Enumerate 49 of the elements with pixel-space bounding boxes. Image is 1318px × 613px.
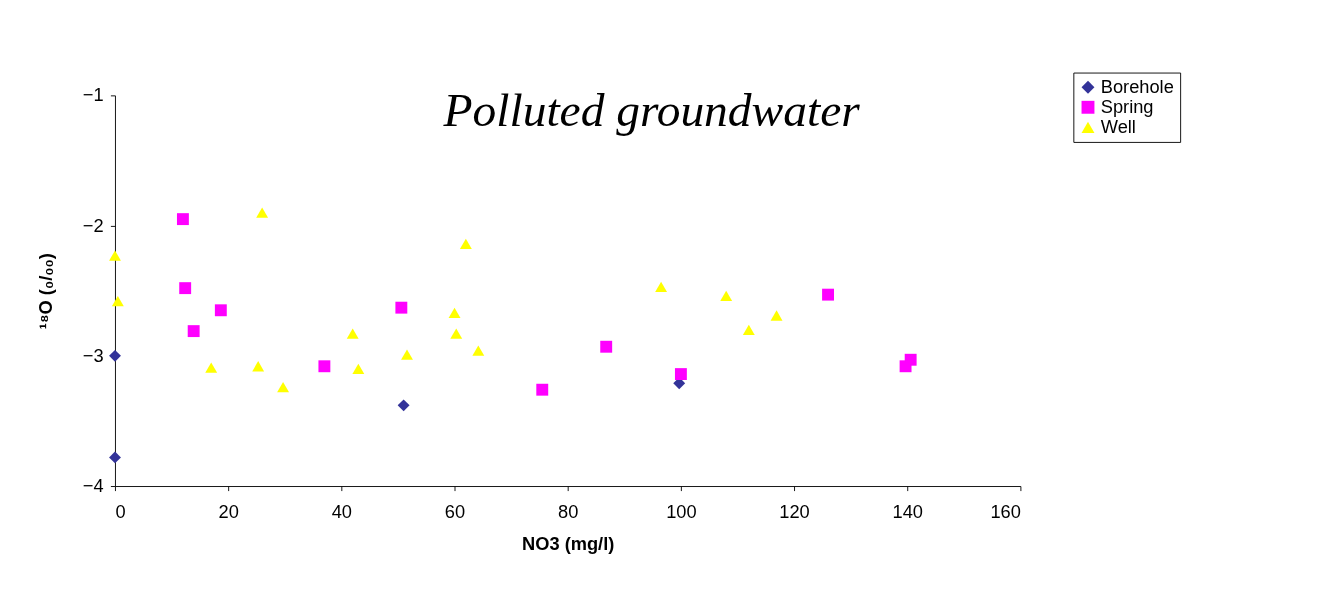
point (401, 349, 413, 360)
legend-label: Spring (1100, 95, 1154, 117)
y-tick-label: −3 (82, 344, 104, 366)
annotation: Polluted groundwater (442, 84, 861, 137)
x-tick-label: 140 (892, 501, 923, 523)
point (720, 290, 733, 302)
point (472, 345, 485, 356)
y-tick-label: −4 (82, 475, 104, 496)
y-axis-title: ¹⁸O (₀/₀₀) (34, 253, 56, 330)
point (450, 328, 463, 339)
x-tick-label: 40 (331, 501, 352, 523)
point (822, 288, 834, 301)
y-tick-label: −1 (82, 84, 104, 106)
x-tick-label: 160 (990, 501, 1021, 523)
x-axis-title: NO3 (mg/l) (522, 532, 615, 554)
point (111, 296, 124, 307)
x-tick-label: 0 (115, 501, 126, 523)
x-tick-label: 80 (558, 501, 579, 523)
point (459, 238, 472, 250)
point (214, 304, 227, 317)
point (352, 363, 365, 375)
point (318, 360, 331, 373)
point (448, 307, 461, 319)
point (742, 324, 755, 335)
point (397, 399, 410, 412)
legend-label: Borehole (1100, 75, 1174, 97)
point (179, 282, 192, 295)
x-tick-label: 20 (218, 501, 239, 523)
point (536, 383, 549, 396)
point (904, 353, 917, 366)
point (256, 207, 269, 218)
point (674, 368, 687, 381)
point (600, 340, 613, 353)
point (277, 381, 290, 393)
point (109, 349, 121, 362)
x-tick-label: 120 (779, 501, 810, 523)
point (346, 328, 359, 339)
point (252, 361, 265, 372)
point (770, 310, 783, 321)
point (109, 451, 121, 464)
point (176, 213, 189, 226)
point (395, 301, 408, 314)
point (109, 250, 121, 261)
point (205, 362, 218, 373)
point (655, 281, 668, 292)
point (187, 325, 200, 338)
x-tick-label: 60 (444, 501, 466, 523)
x-tick-label: 100 (666, 501, 697, 523)
y-tick-label: −2 (82, 214, 104, 236)
